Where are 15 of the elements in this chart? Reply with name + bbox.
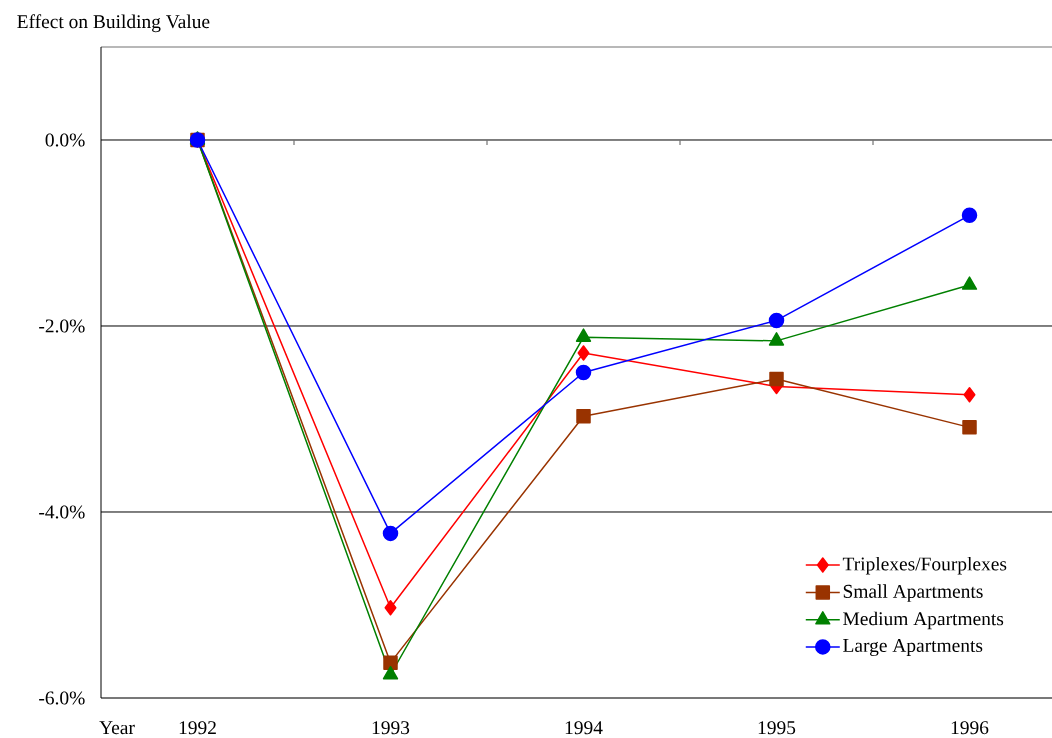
legend-label: Triplexes/Fourplexes bbox=[842, 556, 1007, 575]
y-tick-label: -4.0% bbox=[39, 505, 85, 519]
x-tick-label: 1994 bbox=[565, 721, 603, 735]
y-tick-label: -2.0% bbox=[39, 319, 85, 333]
legend-label: Small Apartments bbox=[843, 584, 983, 602]
x-tick-label: 1992 bbox=[179, 721, 216, 735]
y-tick-label: -6.0% bbox=[39, 691, 85, 705]
x-tick-label: 1993 bbox=[372, 721, 410, 735]
x-tick-label: 1996 bbox=[951, 721, 989, 735]
x-axis-title: Year bbox=[99, 721, 135, 735]
y-axis-title: Effect on Building Value bbox=[17, 14, 210, 33]
legend-label: Large Apartments bbox=[843, 639, 983, 657]
y-tick-label: 0.0% bbox=[45, 133, 85, 147]
legend-label: Medium Apartments bbox=[843, 611, 1004, 630]
x-tick-label: 1995 bbox=[758, 721, 796, 735]
